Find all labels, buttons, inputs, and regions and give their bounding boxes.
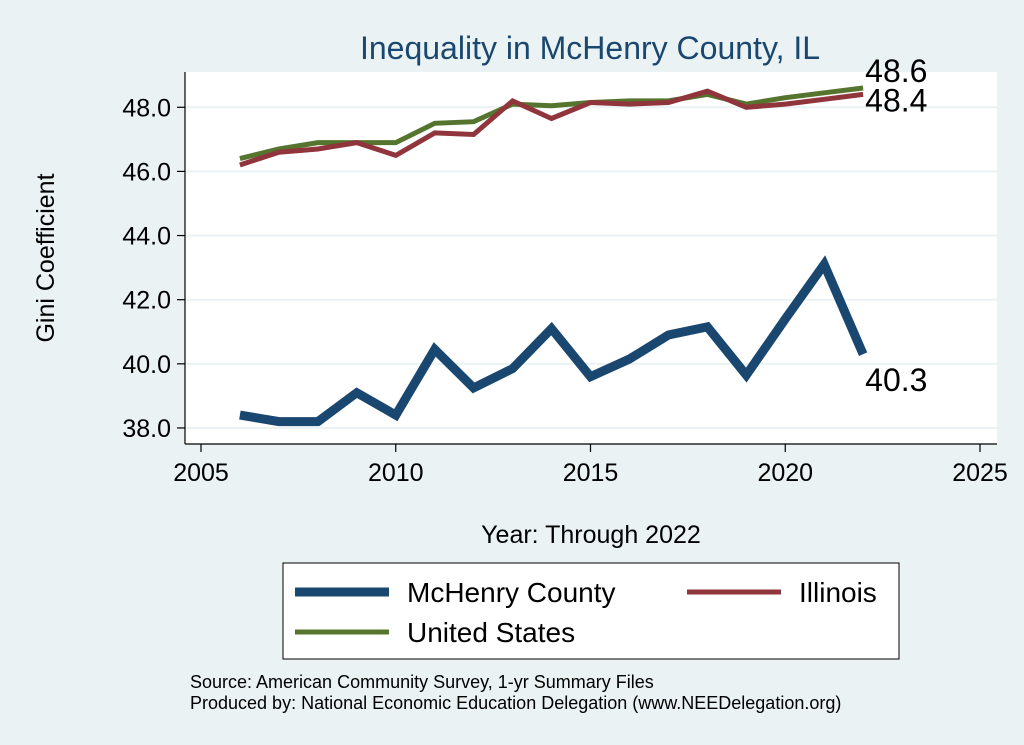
y-axis-title: Gini Coefficient — [32, 173, 60, 342]
end-label-illinois: 48.4 — [865, 82, 927, 118]
series-line-mchenry-county — [239, 255, 868, 427]
y-tick-label-0: 38.0 — [122, 415, 171, 443]
x-tick-label-2: 2015 — [563, 459, 619, 487]
y-tick-label-4: 46.0 — [122, 158, 171, 186]
grid-layer — [185, 106, 997, 429]
end-label-united-states: 48.6 — [865, 53, 927, 89]
x-tick-label-4: 2025 — [952, 459, 1008, 487]
x-tick-label-1: 2010 — [368, 459, 424, 487]
x-axis-title: Year: Through 2022 — [481, 521, 701, 549]
legend-label-united-states: United States — [407, 617, 575, 648]
end-label-mchenry-county: 40.3 — [865, 362, 927, 398]
legend-label-illinois: Illinois — [799, 577, 877, 608]
plot-area — [185, 72, 997, 444]
series-layer — [239, 85, 868, 427]
x-tick-label-3: 2020 — [757, 459, 813, 487]
chart-title: Inequality in McHenry County, IL — [360, 30, 820, 66]
legend-box — [282, 562, 900, 660]
source-note: Source: American Community Survey, 1-yr … — [190, 672, 654, 692]
y-tick-label-3: 44.0 — [122, 223, 171, 251]
legend-label-mchenry-county: McHenry County — [407, 577, 616, 608]
y-tick-label-1: 40.0 — [122, 351, 171, 379]
x-tick-label-0: 2005 — [173, 459, 229, 487]
series-line-illinois — [239, 88, 864, 168]
producer-note: Produced by: National Economic Education… — [190, 693, 841, 713]
y-tick-label-2: 42.0 — [122, 287, 171, 315]
y-tick-label-5: 48.0 — [122, 94, 171, 122]
axis-layer: 38.0 40.0 42.0 44.0 46.0 48.0 2005 2010 2015 2020… — [122, 72, 1008, 487]
end-label-layer: 40.3 48.448.6 — [865, 53, 927, 398]
legend-layer: McHenry County Illinois United States — [295, 577, 877, 648]
